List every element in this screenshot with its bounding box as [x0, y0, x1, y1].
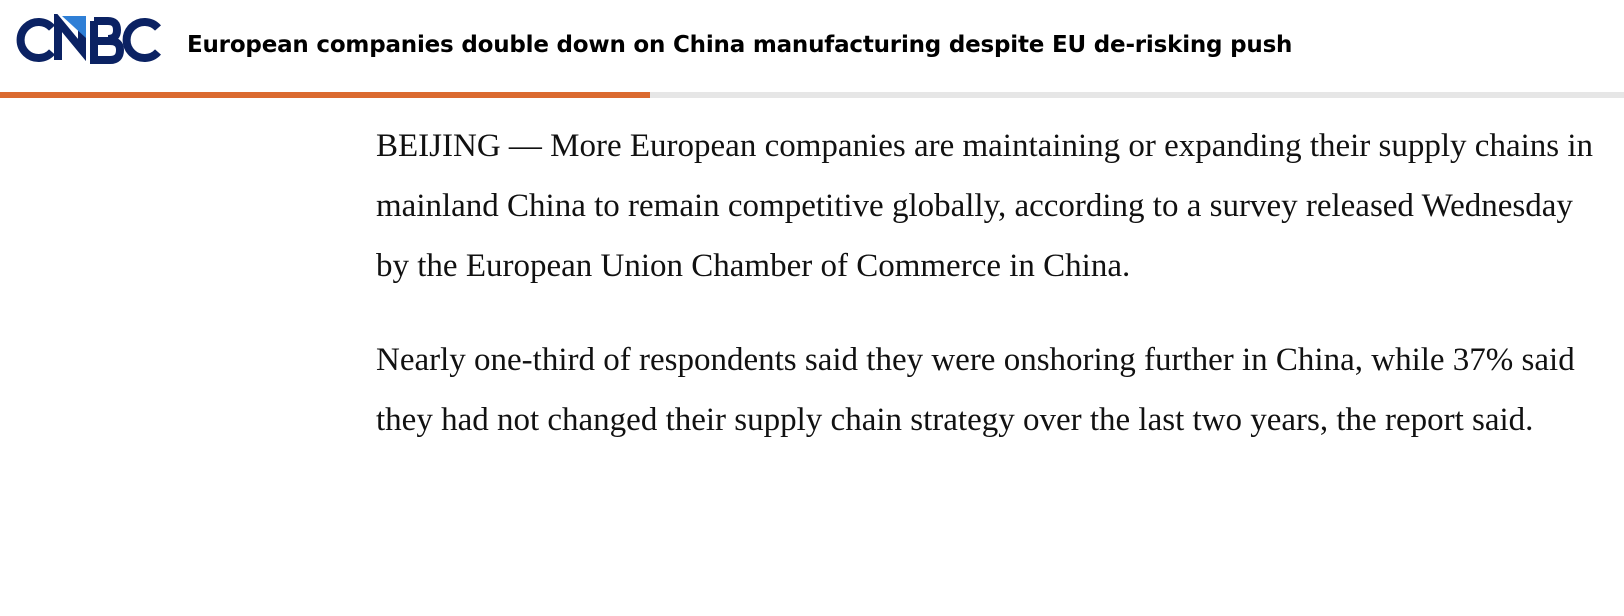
article-body: BEIJING — More European companies are ma…	[376, 116, 1606, 484]
article-headline: European companies double down on China …	[187, 32, 1293, 58]
reading-progress-fill	[0, 92, 650, 98]
article-paragraph: BEIJING — More European companies are ma…	[376, 128, 1594, 284]
article-paragraph: Nearly one-third of respondents said the…	[376, 342, 1575, 438]
site-header: European companies double down on China …	[0, 0, 1624, 92]
cnbc-logo[interactable]	[14, 14, 164, 66]
reading-progress-bar	[0, 92, 1624, 98]
cnbc-logo-icon	[16, 14, 161, 64]
